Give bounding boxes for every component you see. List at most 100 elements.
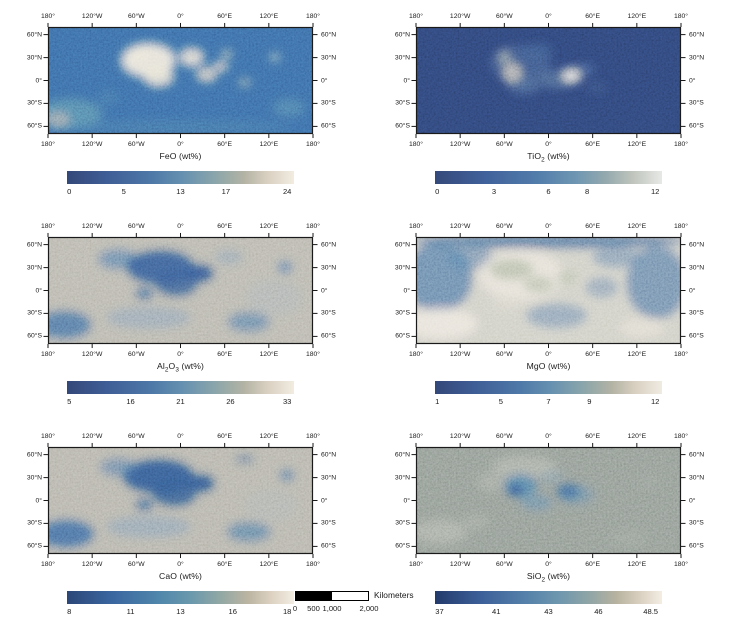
lat-tick-label: 60°N [394, 241, 410, 249]
lon-tick-label: 60°E [585, 223, 601, 230]
lon-tick-label: 120°E [259, 351, 279, 358]
lat-labels-right: 60°N 30°N 0° 30°S 60°S [687, 237, 731, 344]
panel-title: Al2O3 (wt%) [157, 361, 204, 374]
lon-tick-label: 0° [177, 351, 184, 358]
lon-labels-bottom: 180° 120°W 60°W 0° 60°E 120°E 180° [41, 351, 320, 360]
colorbar-tick-label: 17 [221, 187, 231, 196]
lat-labels-left: 60°N 30°N 0° 30°S 60°S [0, 237, 44, 344]
panel-sio2: 180° 120°W 60°W 0° 60°E 120°E 180° 60°N 30°N 0° 3… [368, 420, 735, 626]
lon-tick-label: 120°E [259, 141, 279, 148]
lat-tick-label: 30°S [395, 99, 410, 107]
scale-bar-tick-label: 2,000 [359, 604, 379, 613]
lon-tick-label: 0° [545, 223, 552, 230]
lon-tick-label: 120°E [627, 223, 647, 230]
lon-tick-label: 60°E [217, 433, 233, 440]
lon-tick-label: 120°E [259, 223, 279, 230]
map-image [411, 22, 686, 139]
lon-tick-label: 180° [408, 351, 424, 358]
colorbar-ticks: 0 3 6 8 12 [435, 187, 662, 197]
lat-tick-label: 60°S [321, 122, 336, 130]
lat-tick-label: 30°S [395, 519, 410, 527]
colorbar-tick-label: 7 [546, 397, 551, 406]
colorbar-ticks: 5 16 21 26 33 [67, 397, 294, 407]
lat-tick-label: 60°N [689, 31, 705, 39]
lon-tick-label: 120°W [449, 561, 471, 568]
lon-tick-label: 180° [673, 223, 689, 230]
lat-tick-label: 0° [321, 497, 328, 504]
lon-tick-label: 60°W [495, 561, 513, 568]
lon-labels-top: 180° 120°W 60°W 0° 60°E 120°E 180° [409, 13, 688, 22]
lat-tick-label: 30°S [689, 99, 704, 107]
colorbar-tick-label: 46 [594, 607, 603, 616]
colorbar-tick-label: 3 [491, 187, 497, 196]
lon-tick-label: 120°W [81, 13, 103, 20]
lat-tick-label: 60°N [26, 31, 42, 39]
lon-tick-label: 120°W [449, 433, 471, 440]
colorbar-tick-label: 13 [176, 607, 185, 616]
lat-tick-label: 30°S [321, 99, 336, 107]
lon-tick-label: 60°W [127, 433, 145, 440]
lat-tick-label: 60°S [321, 332, 336, 340]
scale-bar-graphic [295, 591, 369, 601]
lon-tick-label: 60°E [585, 13, 601, 20]
lon-tick-label: 120°E [627, 433, 647, 440]
lon-tick-label: 60°W [127, 561, 145, 568]
scale-bar-segment-filled [296, 592, 332, 600]
lon-tick-label: 60°E [585, 141, 601, 148]
lat-tick-label: 0° [403, 287, 411, 294]
lon-tick-label: 180° [408, 223, 424, 230]
lon-tick-label: 180° [673, 561, 689, 568]
scale-bar-tick-label: 1,000 [322, 604, 342, 613]
lat-tick-label: 30°N [26, 474, 42, 482]
lon-tick-label: 180° [673, 13, 689, 20]
lat-tick-label: 60°S [27, 332, 42, 340]
lat-tick-label: 30°N [26, 264, 42, 272]
lat-tick-label: 60°S [395, 332, 410, 340]
lat-tick-label: 60°N [689, 241, 705, 249]
lat-tick-label: 0° [689, 287, 696, 294]
lat-labels-left: 60°N 30°N 0° 30°S 60°S [368, 447, 412, 554]
colorbar-tick-label: 41 [492, 607, 501, 616]
lon-tick-label: 120°W [81, 351, 103, 358]
colorbar [67, 591, 294, 604]
lon-tick-label: 120°E [627, 561, 647, 568]
lon-labels-bottom: 180° 120°W 60°W 0° 60°E 120°E 180° [409, 561, 688, 570]
lon-tick-label: 180° [40, 13, 56, 20]
lon-tick-label: 0° [177, 561, 184, 568]
lat-tick-label: 60°S [321, 542, 336, 550]
lat-tick-label: 60°N [394, 451, 410, 459]
lat-tick-label: 0° [35, 77, 43, 84]
panel-cao: 180° 120°W 60°W 0° 60°E 120°E 180° 60°N 30°N 0° 3… [0, 420, 368, 626]
colorbar-tick-label: 37 [435, 607, 444, 616]
lat-tick-label: 60°S [689, 122, 704, 130]
lat-tick-label: 30°N [26, 54, 42, 62]
lat-tick-label: 60°S [27, 122, 42, 130]
lat-tick-label: 30°N [321, 474, 337, 482]
lon-tick-label: 0° [545, 141, 552, 148]
lon-tick-label: 60°W [495, 223, 513, 230]
lon-tick-label: 180° [673, 141, 689, 148]
lon-tick-label: 0° [545, 433, 552, 440]
colorbar-tick-label: 24 [282, 187, 292, 196]
lon-tick-label: 60°E [217, 141, 233, 148]
colorbar-tick-label: 12 [650, 397, 660, 406]
lon-tick-label: 180° [673, 433, 689, 440]
lat-tick-label: 0° [403, 497, 411, 504]
lon-tick-label: 180° [40, 141, 56, 148]
lat-tick-label: 30°S [27, 99, 42, 107]
colorbar-tick-label: 8 [67, 607, 72, 616]
colorbar-tick-label: 0 [67, 187, 72, 196]
colorbar [67, 381, 294, 394]
lon-tick-label: 120°E [627, 13, 647, 20]
lat-tick-label: 30°S [395, 309, 410, 317]
lon-labels-bottom: 180° 120°W 60°W 0° 60°E 120°E 180° [409, 141, 688, 150]
scale-bar-segment-empty [332, 592, 368, 600]
lat-tick-label: 30°N [689, 54, 705, 62]
lon-tick-label: 180° [408, 561, 424, 568]
lat-tick-label: 30°N [321, 264, 337, 272]
lon-tick-label: 0° [545, 561, 552, 568]
colorbar-tick-label: 5 [498, 397, 503, 406]
lon-tick-label: 120°E [259, 433, 279, 440]
lat-tick-label: 60°N [26, 241, 42, 249]
